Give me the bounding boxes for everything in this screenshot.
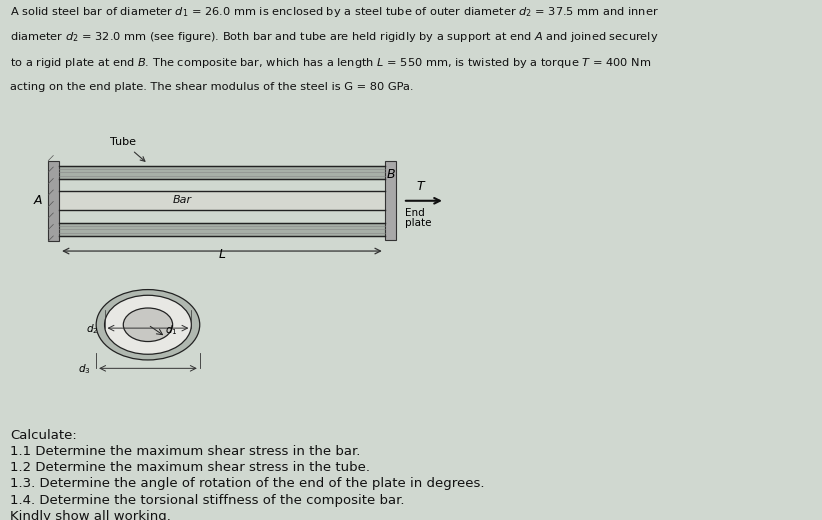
- Text: 1.3. Determine the angle of rotation of the end of the plate in degrees.: 1.3. Determine the angle of rotation of …: [10, 477, 484, 490]
- Text: acting on the end plate. The shear modulus of the steel is G = 80 GPa.: acting on the end plate. The shear modul…: [10, 82, 413, 92]
- Text: 1.2 Determine the maximum shear stress in the tube.: 1.2 Determine the maximum shear stress i…: [10, 461, 370, 474]
- Text: L: L: [219, 249, 225, 262]
- Text: Calculate:: Calculate:: [10, 428, 76, 441]
- Text: B: B: [386, 168, 395, 181]
- Text: Kindly show all working.: Kindly show all working.: [10, 510, 171, 520]
- Circle shape: [114, 302, 182, 348]
- Text: 1.1 Determine the maximum shear stress in the bar.: 1.1 Determine the maximum shear stress i…: [10, 445, 360, 458]
- Bar: [48, 161, 59, 241]
- Text: $d_1$: $d_1$: [165, 323, 178, 336]
- Text: A solid steel bar of diameter $d_1$ = 26.0 mm is enclosed by a steel tube of out: A solid steel bar of diameter $d_1$ = 26…: [10, 5, 658, 19]
- Text: plate: plate: [405, 217, 432, 228]
- Circle shape: [123, 308, 173, 342]
- Circle shape: [104, 295, 192, 354]
- Text: A: A: [34, 194, 43, 207]
- Text: diameter $d_2$ = 32.0 mm (see figure). Both bar and tube are held rigidly by a s: diameter $d_2$ = 32.0 mm (see figure). B…: [10, 30, 658, 44]
- Text: $d_3$: $d_3$: [77, 362, 90, 376]
- Text: 1.4. Determine the torsional stiffness of the composite bar.: 1.4. Determine the torsional stiffness o…: [10, 493, 404, 506]
- Text: T: T: [417, 180, 424, 193]
- Text: Tube: Tube: [110, 137, 145, 161]
- Text: End: End: [405, 207, 425, 217]
- Circle shape: [96, 290, 200, 360]
- Bar: [385, 161, 395, 240]
- Text: to a rigid plate at end $B$. The composite bar, which has a length $L$ = 550 mm,: to a rigid plate at end $B$. The composi…: [10, 56, 651, 70]
- Text: Bar: Bar: [173, 195, 192, 205]
- Text: $d_2$: $d_2$: [86, 322, 99, 336]
